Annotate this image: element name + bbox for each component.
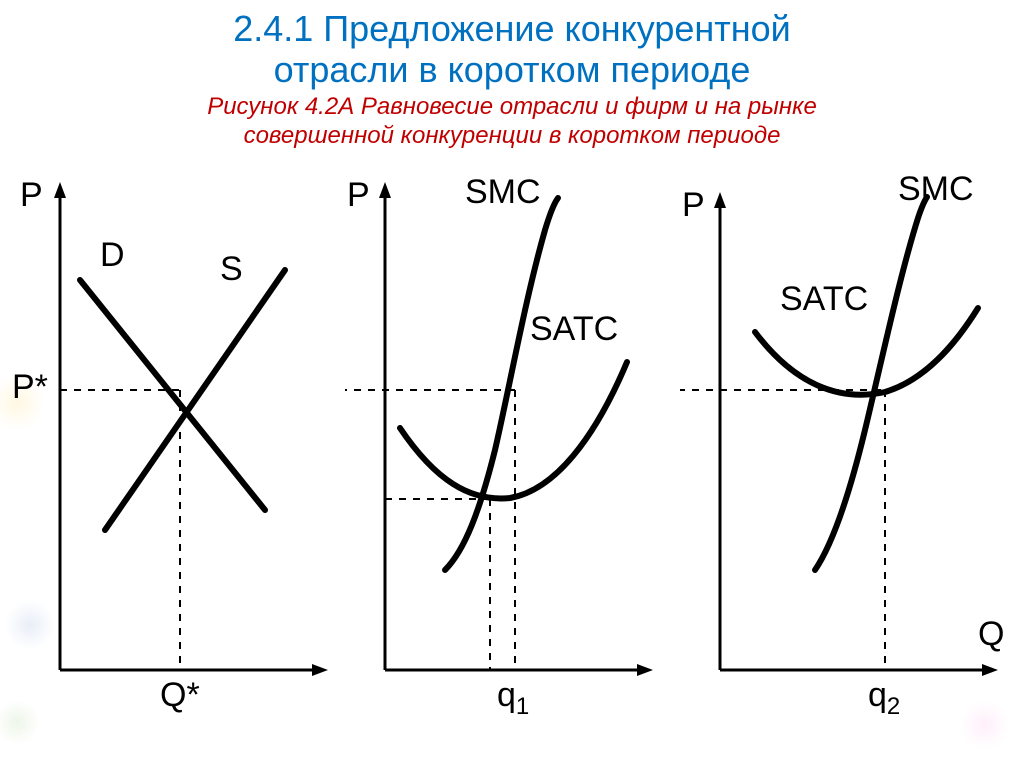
axis-p-label: P bbox=[347, 176, 370, 215]
curve-s-label: S bbox=[220, 250, 243, 289]
satc-label: SATC bbox=[780, 280, 868, 319]
chart-firm2-svg bbox=[680, 170, 1020, 730]
subtitle-line2: совершенной конкуренции в коротком перио… bbox=[244, 122, 781, 149]
axis-q-outer-label: Q bbox=[978, 615, 1004, 654]
smc-label: SMC bbox=[465, 173, 541, 212]
q-star-label: Q* bbox=[160, 676, 200, 715]
title-line1: 2.4.1 Предложение конкурентной bbox=[233, 8, 791, 49]
p-star-label: P* bbox=[12, 368, 48, 407]
chart-firm2: P SMC SATC Q q2 bbox=[680, 170, 1020, 730]
chart-firm1: P SMC SATC q1 bbox=[345, 170, 665, 730]
chart-market: P D S P* Q* bbox=[10, 170, 330, 730]
q-letter: q bbox=[868, 676, 887, 714]
smc-label: SMC bbox=[898, 170, 974, 209]
q-letter: q bbox=[497, 676, 516, 714]
q2-label: q2 bbox=[868, 676, 900, 721]
q1-label: q1 bbox=[497, 676, 529, 721]
page-title: 2.4.1 Предложение конкурентной отрасли в… bbox=[0, 0, 1024, 91]
charts-container: P D S P* Q* P SMC SATC q1 bbox=[0, 170, 1024, 730]
chart-market-svg bbox=[10, 170, 330, 730]
q-sub: 1 bbox=[516, 693, 529, 720]
subtitle-line1: Рисунок 4.2А Равновесие отрасли и фирм и… bbox=[207, 93, 817, 120]
curve-d-label: D bbox=[100, 236, 125, 275]
title-line2: отрасли в коротком периоде bbox=[274, 49, 751, 90]
axis-p-label: P bbox=[682, 186, 705, 225]
axis-p-label: P bbox=[20, 176, 43, 215]
chart-firm1-svg bbox=[345, 170, 665, 730]
page-subtitle: Рисунок 4.2А Равновесие отрасли и фирм и… bbox=[0, 93, 1024, 151]
satc-label: SATC bbox=[530, 310, 618, 349]
q-sub: 2 bbox=[887, 693, 900, 720]
